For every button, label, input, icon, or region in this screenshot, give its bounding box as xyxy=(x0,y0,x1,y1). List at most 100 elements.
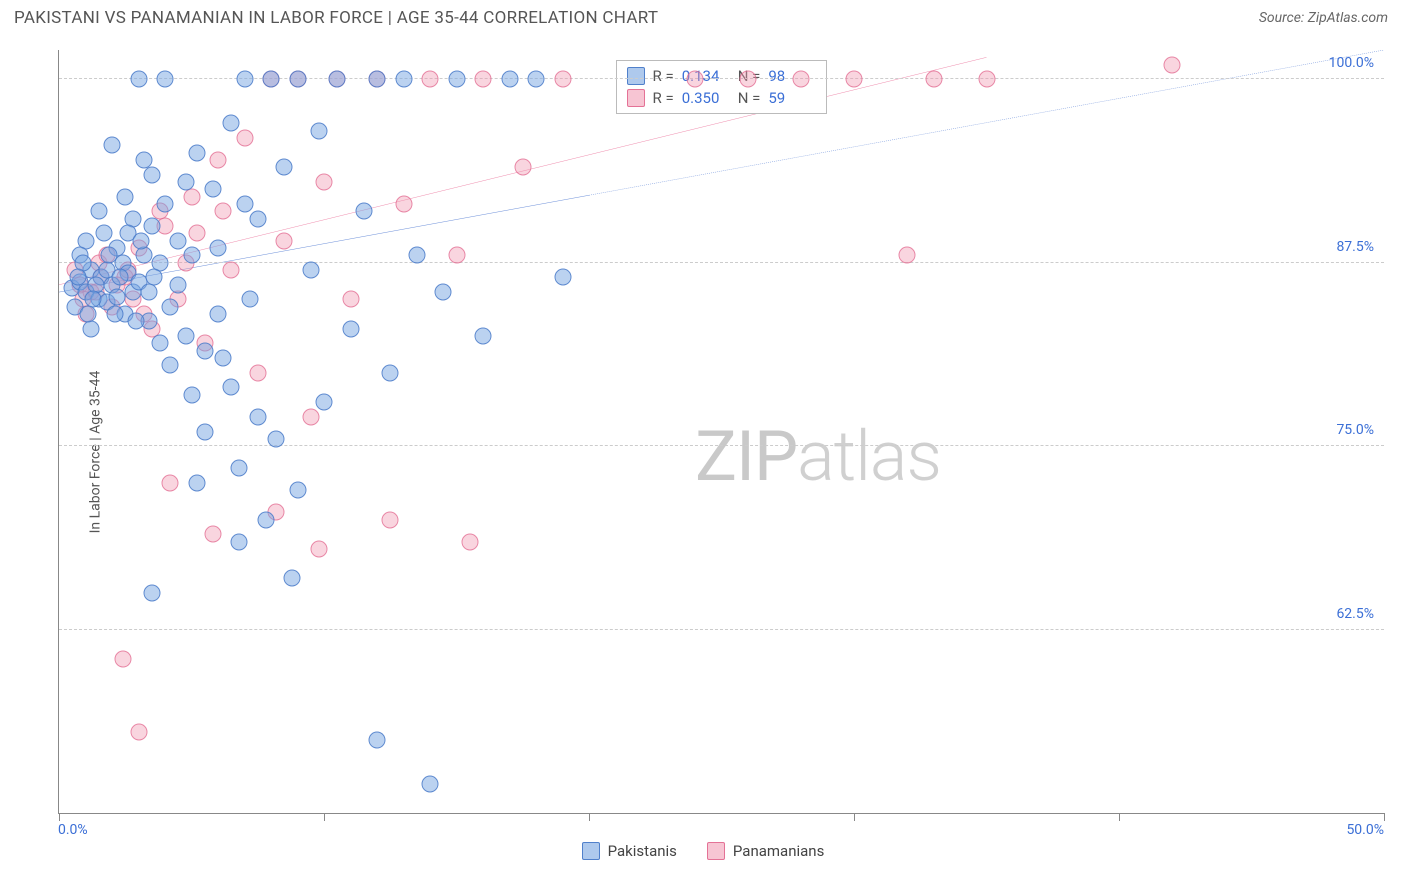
source-label: Source: ZipAtlas.com xyxy=(1259,10,1388,26)
data-point-a xyxy=(395,71,412,88)
data-point-b xyxy=(514,159,531,176)
data-point-b xyxy=(342,291,359,308)
data-point-a xyxy=(501,71,518,88)
n-label: N = xyxy=(738,89,761,107)
data-point-a xyxy=(80,306,97,323)
data-point-a xyxy=(183,247,200,264)
data-point-a xyxy=(276,159,293,176)
data-point-a xyxy=(90,203,107,220)
data-point-b xyxy=(740,71,757,88)
x-min-label: 0.0% xyxy=(58,822,88,838)
data-point-a xyxy=(215,350,232,367)
data-point-b xyxy=(162,474,179,491)
data-point-a xyxy=(289,482,306,499)
swatch-b-icon xyxy=(627,89,645,107)
data-point-a xyxy=(257,511,274,528)
data-point-a xyxy=(236,196,253,213)
data-point-a xyxy=(196,423,213,440)
y-tick-label: 75.0% xyxy=(1336,422,1374,438)
stats-row-a: R = 0.134 N = 98 xyxy=(627,65,817,87)
data-point-a xyxy=(188,474,205,491)
data-point-a xyxy=(96,225,113,242)
data-point-a xyxy=(210,240,227,257)
data-point-a xyxy=(435,284,452,301)
data-point-a xyxy=(210,306,227,323)
gridline xyxy=(59,629,1384,630)
data-point-a xyxy=(135,247,152,264)
data-point-b xyxy=(188,225,205,242)
data-point-a xyxy=(231,460,248,477)
data-point-a xyxy=(133,232,150,249)
data-point-a xyxy=(178,328,195,345)
y-tick-label: 100.0% xyxy=(1329,55,1374,71)
data-point-a xyxy=(316,394,333,411)
data-point-a xyxy=(204,181,221,198)
data-point-a xyxy=(268,430,285,447)
data-point-a xyxy=(170,232,187,249)
data-point-b xyxy=(114,650,131,667)
x-tick xyxy=(854,813,855,821)
r-value-b: 0.350 xyxy=(682,89,730,107)
data-point-a xyxy=(302,262,319,279)
swatch-a-icon xyxy=(627,67,645,85)
data-point-a xyxy=(231,533,248,550)
data-point-a xyxy=(369,731,386,748)
legend-item-a: Pakistanis xyxy=(582,842,677,860)
data-point-b xyxy=(925,71,942,88)
data-point-b xyxy=(316,174,333,191)
data-point-a xyxy=(448,71,465,88)
x-max-label: 50.0% xyxy=(1346,822,1384,838)
watermark: ZIPatlas xyxy=(695,416,941,498)
data-point-b xyxy=(210,152,227,169)
data-point-a xyxy=(554,269,571,286)
data-point-b xyxy=(223,262,240,279)
data-point-a xyxy=(236,71,253,88)
data-point-a xyxy=(329,71,346,88)
r-label: R = xyxy=(653,89,674,107)
data-point-b xyxy=(475,71,492,88)
data-point-a xyxy=(82,320,99,337)
x-tick xyxy=(589,813,590,821)
data-point-a xyxy=(223,115,240,132)
stats-legend-box: R = 0.134 N = 98 R = 0.350 N = 59 xyxy=(616,60,828,114)
data-point-a xyxy=(143,218,160,235)
data-point-a xyxy=(162,357,179,374)
data-point-a xyxy=(162,298,179,315)
data-point-b xyxy=(448,247,465,264)
data-point-b xyxy=(236,130,253,147)
data-point-a xyxy=(223,379,240,396)
data-point-a xyxy=(188,144,205,161)
data-point-a xyxy=(263,71,280,88)
legend-label-a: Pakistanis xyxy=(608,842,677,860)
data-point-a xyxy=(127,313,144,330)
data-point-b xyxy=(310,540,327,557)
data-point-b xyxy=(899,247,916,264)
x-tick xyxy=(59,813,60,821)
data-point-a xyxy=(146,269,163,286)
data-point-a xyxy=(109,288,126,305)
data-point-a xyxy=(422,775,439,792)
data-point-b xyxy=(978,71,995,88)
data-point-a xyxy=(157,71,174,88)
data-point-a xyxy=(117,188,134,205)
data-point-b xyxy=(215,203,232,220)
data-point-a xyxy=(178,174,195,191)
data-point-a xyxy=(369,71,386,88)
data-point-a xyxy=(170,276,187,293)
bottom-legend: Pakistanis Panamanians xyxy=(14,842,1392,860)
n-value-b: 59 xyxy=(768,89,816,107)
data-point-b xyxy=(302,408,319,425)
swatch-b-icon xyxy=(707,842,725,860)
chart-title: PAKISTANI VS PANAMANIAN IN LABOR FORCE |… xyxy=(14,8,658,28)
x-tick xyxy=(1384,813,1385,821)
data-point-b xyxy=(461,533,478,550)
x-tick xyxy=(1119,813,1120,821)
data-point-a xyxy=(355,203,372,220)
data-point-a xyxy=(143,166,160,183)
data-point-a xyxy=(475,328,492,345)
data-point-a xyxy=(101,247,118,264)
data-point-a xyxy=(111,269,128,286)
data-point-a xyxy=(141,284,158,301)
data-point-a xyxy=(241,291,258,308)
swatch-a-icon xyxy=(582,842,600,860)
